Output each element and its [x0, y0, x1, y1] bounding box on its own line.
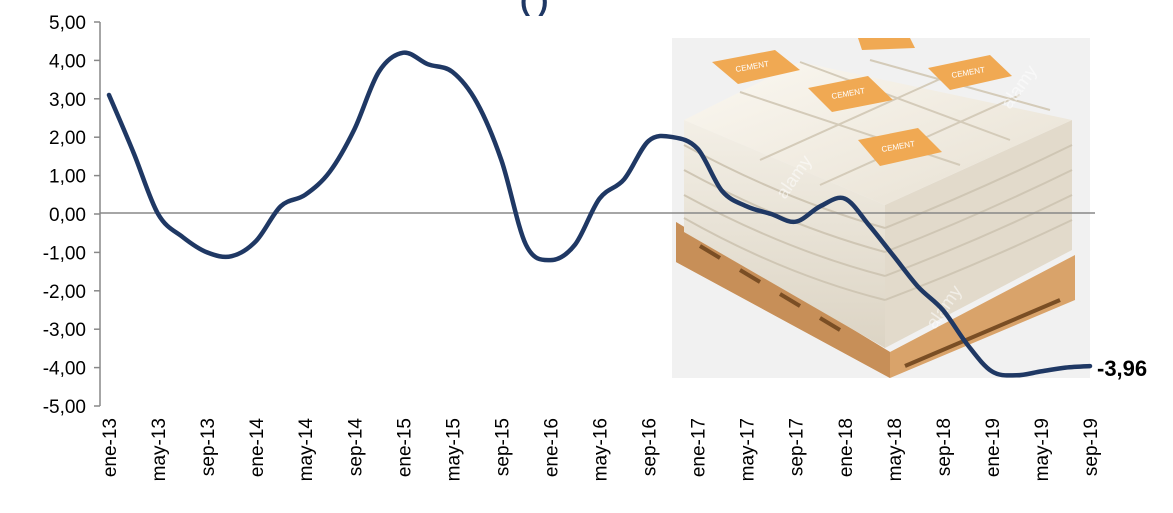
x-tick-label: ene-15	[394, 418, 415, 477]
x-tick-label: may-14	[296, 418, 317, 482]
y-tick-label: -5,00	[43, 397, 86, 418]
x-tick-label: may-13	[149, 418, 170, 481]
x-tick-label: sep-19	[1081, 418, 1102, 476]
y-tick-label: 3,00	[49, 90, 86, 111]
x-tick-label: sep-18	[934, 418, 955, 476]
x-tick-label: ene-13	[100, 418, 121, 477]
y-tick-label: -1,00	[43, 243, 86, 264]
y-tick-label: 2,00	[49, 128, 86, 149]
x-tick-label: ene-18	[836, 418, 857, 477]
x-axis-ticks: ene-13 may-13 sep-13 ene-14 may-14 sep-14 ene-…	[100, 418, 1102, 482]
x-tick-label: may-16	[591, 418, 612, 481]
x-tick-label: ene-16	[541, 418, 562, 477]
y-tick-label: -4,00	[43, 359, 86, 380]
cement-bags-photo: CEMENT CEMENT CEMENT CEMENT alamy alamy …	[672, 38, 1090, 378]
x-tick-label: may-17	[738, 418, 759, 481]
x-tick-label: ene-17	[689, 418, 710, 477]
x-tick-label: may-19	[1032, 418, 1053, 481]
x-tick-label: sep-14	[345, 418, 366, 477]
x-tick-label: ene-19	[983, 418, 1004, 477]
series-group	[106, 50, 1093, 378]
x-tick-label: sep-16	[640, 418, 661, 476]
end-value-label: -3,96	[1097, 356, 1147, 381]
y-tick-label: -2,00	[43, 282, 86, 303]
chart-title: ( )	[520, 0, 548, 17]
x-tick-label: may-15	[443, 418, 464, 481]
y-tick-label: 4,00	[49, 51, 86, 72]
y-tick-label: 1,00	[49, 167, 86, 188]
x-tick-label: sep-15	[492, 418, 513, 476]
x-tick-label: ene-14	[247, 418, 268, 478]
x-tick-label: sep-17	[787, 418, 808, 476]
y-tick-label: 0,00	[49, 205, 86, 226]
y-tick-label: -3,00	[43, 320, 86, 341]
x-tick-label: sep-13	[198, 418, 219, 476]
y-axis-ticks: 5,00 4,00 3,00 2,00 1,00 0,00 -1,00 -2,00 -3,00 -…	[43, 13, 100, 418]
x-tick-label: may-18	[885, 418, 906, 481]
y-tick-label: 5,00	[49, 13, 86, 34]
series-line	[106, 50, 1093, 378]
